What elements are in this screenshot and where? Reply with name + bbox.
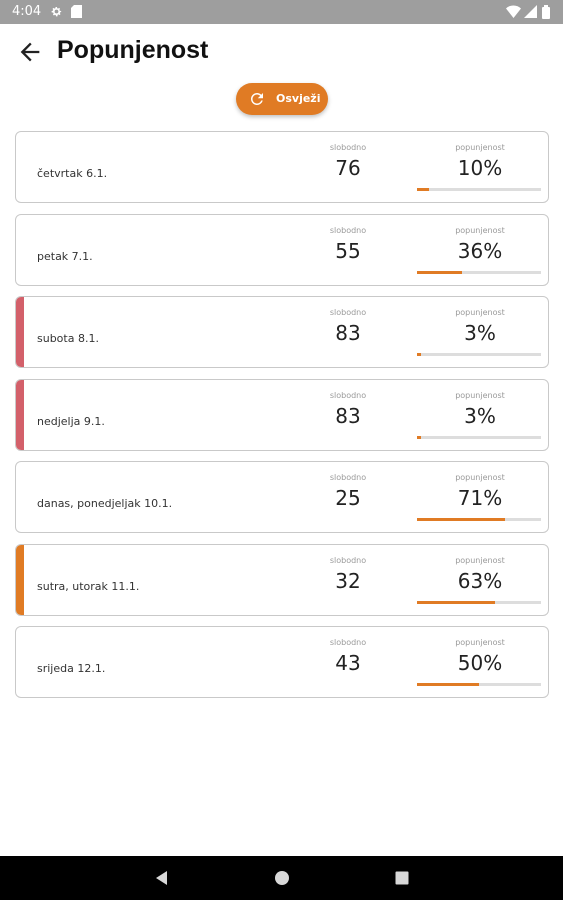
free-value: 83 <box>335 321 361 345</box>
occupancy-bar-fill <box>417 600 496 604</box>
occupancy-bar-track <box>417 353 541 356</box>
day-label: subota 8.1. <box>37 332 99 345</box>
day-label: sutra, utorak 11.1. <box>37 579 140 593</box>
day-label: petak 7.1. <box>37 249 93 263</box>
day-label: danas, ponedjeljak 10.1. <box>37 497 173 510</box>
free-value: 32 <box>335 568 361 593</box>
free-value: 55 <box>335 238 361 263</box>
free-label: slobodno <box>329 308 367 317</box>
occupancy-bar-fill <box>417 683 479 686</box>
occupancy-label: popunjenost <box>455 555 505 565</box>
free-label: slobodno <box>329 390 367 400</box>
day-card-5[interactable]: sutra, utorak 11.1. slobodno 32 popunjen… <box>15 543 549 616</box>
free-value: 25 <box>335 486 361 510</box>
occupancy-label: popunjenost <box>455 473 505 482</box>
battery-icon <box>542 5 550 19</box>
day-accent-strip <box>16 544 24 615</box>
occupancy-bar-fill <box>417 518 506 521</box>
occupancy-bar-fill <box>417 353 421 356</box>
status-bar: 4:04 <box>0 0 563 24</box>
occupancy-label: popunjenost <box>455 638 505 647</box>
free-label: slobodno <box>329 143 367 152</box>
free-value: 43 <box>335 651 361 675</box>
day-label: nedjelja 9.1. <box>37 414 105 428</box>
occupancy-label: popunjenost <box>455 308 505 317</box>
day-accent-strip <box>16 297 24 367</box>
occupancy-label: popunjenost <box>455 143 505 152</box>
day-label: četvrtak 6.1. <box>37 167 108 180</box>
refresh-button[interactable]: Osvježi <box>236 83 328 115</box>
arrow-left-icon[interactable] <box>16 38 44 66</box>
page-title: Popunjenost <box>57 36 209 64</box>
day-card-3[interactable]: nedjelja 9.1. slobodno 83 popunjenost 3% <box>15 378 549 451</box>
occupancy-bar-track <box>417 600 541 604</box>
day-card-6[interactable]: srijeda 12.1. slobodno 43 popunjenost 50… <box>15 626 549 698</box>
occupancy-label: popunjenost <box>455 225 505 235</box>
occupancy-list: četvrtak 6.1. slobodno 76 popunjenost 10… <box>15 131 549 709</box>
free-label: slobodno <box>329 638 367 647</box>
back-triangle-icon[interactable] <box>152 868 172 888</box>
occupancy-value: 3% <box>464 403 496 428</box>
occupancy-bar-fill <box>417 188 430 191</box>
occupancy-value: 63% <box>457 568 503 593</box>
occupancy-bar-track <box>417 683 541 686</box>
app-bar: Popunjenost <box>0 24 563 80</box>
sim-card-icon <box>71 5 82 18</box>
navigation-bar <box>0 856 563 900</box>
free-label: slobodno <box>329 473 367 482</box>
occupancy-bar-fill <box>417 435 421 439</box>
occupancy-label: popunjenost <box>455 390 505 400</box>
free-label: slobodno <box>329 225 367 235</box>
day-card-4[interactable]: danas, ponedjeljak 10.1. slobodno 25 pop… <box>15 461 549 533</box>
occupancy-bar-track <box>417 188 541 191</box>
day-label: srijeda 12.1. <box>37 662 106 675</box>
home-circle-icon[interactable] <box>272 868 292 888</box>
occupancy-bar-track <box>417 435 541 439</box>
occupancy-value: 3% <box>464 321 496 345</box>
occupancy-bar-fill <box>417 270 462 274</box>
recents-square-icon[interactable] <box>392 868 412 888</box>
cellular-signal-icon <box>524 5 537 18</box>
occupancy-value: 10% <box>457 156 503 180</box>
day-card-1[interactable]: petak 7.1. slobodno 55 popunjenost 36% <box>15 213 549 286</box>
occupancy-value: 71% <box>457 486 503 510</box>
occupancy-bar-track <box>417 518 541 521</box>
status-time: 4:04 <box>12 4 42 19</box>
free-label: slobodno <box>329 555 367 565</box>
free-value: 76 <box>335 156 361 180</box>
occupancy-bar-track <box>417 270 541 274</box>
day-accent-strip <box>16 379 24 450</box>
wifi-icon <box>506 5 521 18</box>
free-value: 83 <box>335 403 361 428</box>
refresh-button-label: Osvježi <box>276 92 321 105</box>
occupancy-value: 36% <box>457 238 503 263</box>
gear-icon <box>51 7 62 17</box>
occupancy-value: 50% <box>457 651 503 675</box>
refresh-icon <box>250 92 263 105</box>
day-card-2[interactable]: subota 8.1. slobodno 83 popunjenost 3% <box>15 296 549 368</box>
day-card-0[interactable]: četvrtak 6.1. slobodno 76 popunjenost 10… <box>15 131 549 203</box>
